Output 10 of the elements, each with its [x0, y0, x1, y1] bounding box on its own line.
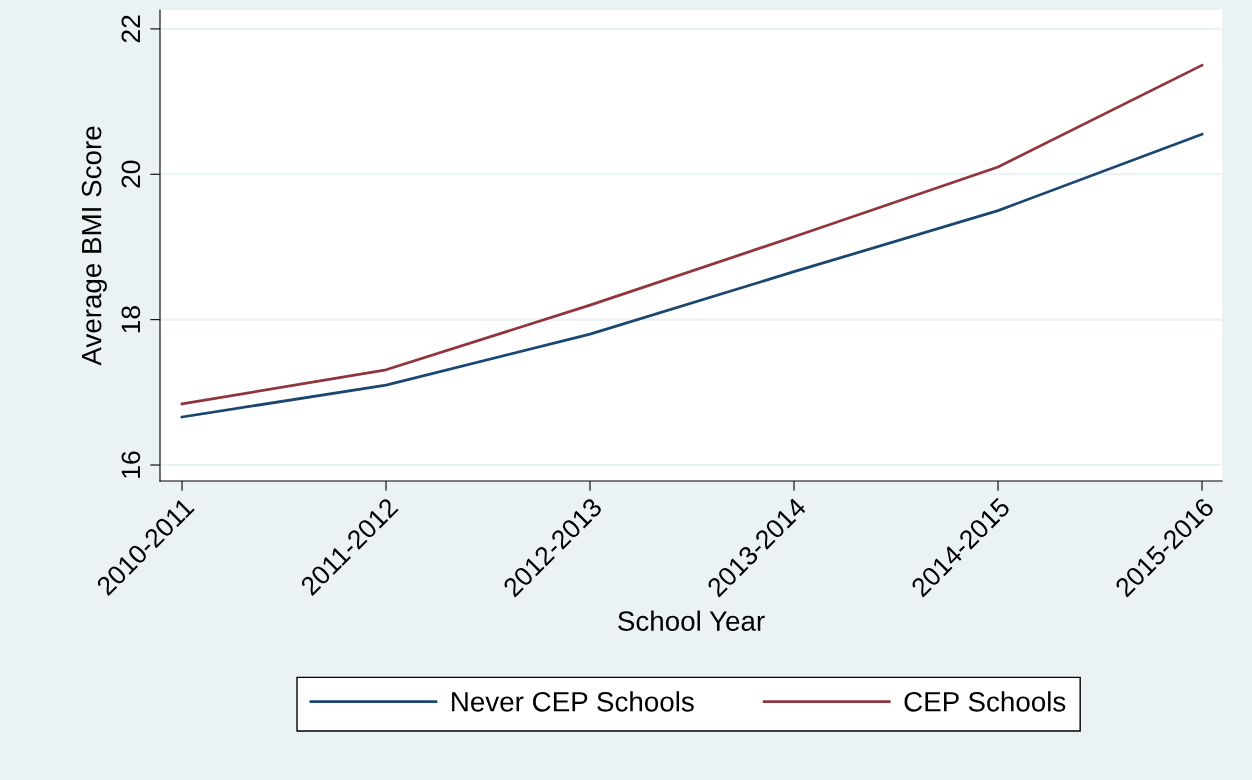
line-series: [180, 63, 1204, 406]
y-tick-label: 18: [121, 306, 141, 333]
line-series: [180, 132, 1204, 419]
legend-label: CEP Schools: [904, 691, 1066, 712]
y-tick-label: 16: [121, 451, 141, 478]
y-tick-label: 20: [121, 160, 141, 188]
y-tick-label: 22: [121, 15, 140, 43]
legend-label: Never CEP Schools: [452, 691, 694, 712]
y-axis-title: Average BMI Score: [81, 126, 107, 366]
x-axis-title: School Year: [618, 610, 765, 631]
